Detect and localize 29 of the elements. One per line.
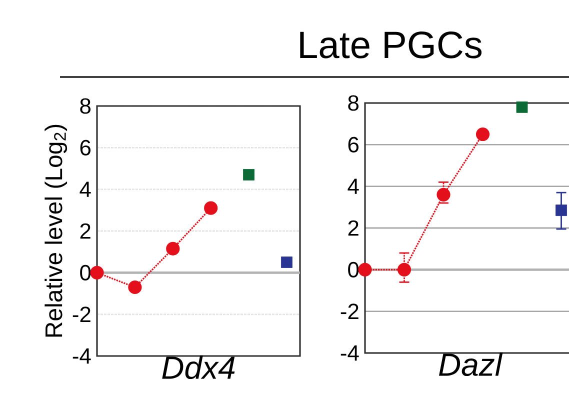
- y-tick-label: 0: [348, 262, 359, 278]
- text: Late PGCs: [300, 31, 482, 58]
- y-tick-label: 0: [80, 264, 91, 280]
- y-tick-label: 2: [348, 220, 358, 236]
- y-axis-title: Relative level (Log$_{2}$): [44, 124, 68, 337]
- point: [128, 280, 142, 294]
- y-tick-label: -4: [340, 345, 359, 361]
- point: [516, 101, 528, 113]
- point: [397, 262, 412, 276]
- y-tick-label: 6: [80, 140, 91, 156]
- point: [556, 204, 567, 216]
- y-tick-label: 6: [348, 136, 359, 152]
- point: [204, 201, 218, 215]
- x-axis-title: Dazl: [438, 352, 503, 376]
- y-tick-label: 4: [80, 182, 91, 197]
- y-tick-label: 4: [348, 178, 359, 194]
- y-tick-label: -2: [72, 306, 90, 322]
- point: [476, 127, 490, 142]
- y-tick-label: -2: [340, 304, 358, 320]
- point: [281, 256, 292, 268]
- point: [90, 266, 104, 280]
- y-tick-label: 8: [80, 98, 91, 114]
- point: [243, 169, 254, 180]
- y-tick-label: 2: [80, 223, 90, 239]
- y-tick-label: 8: [348, 95, 359, 111]
- y-tick-label: -4: [72, 348, 91, 364]
- point: [358, 262, 372, 276]
- point: [166, 242, 180, 256]
- x-axis-title: Ddx4: [162, 356, 235, 380]
